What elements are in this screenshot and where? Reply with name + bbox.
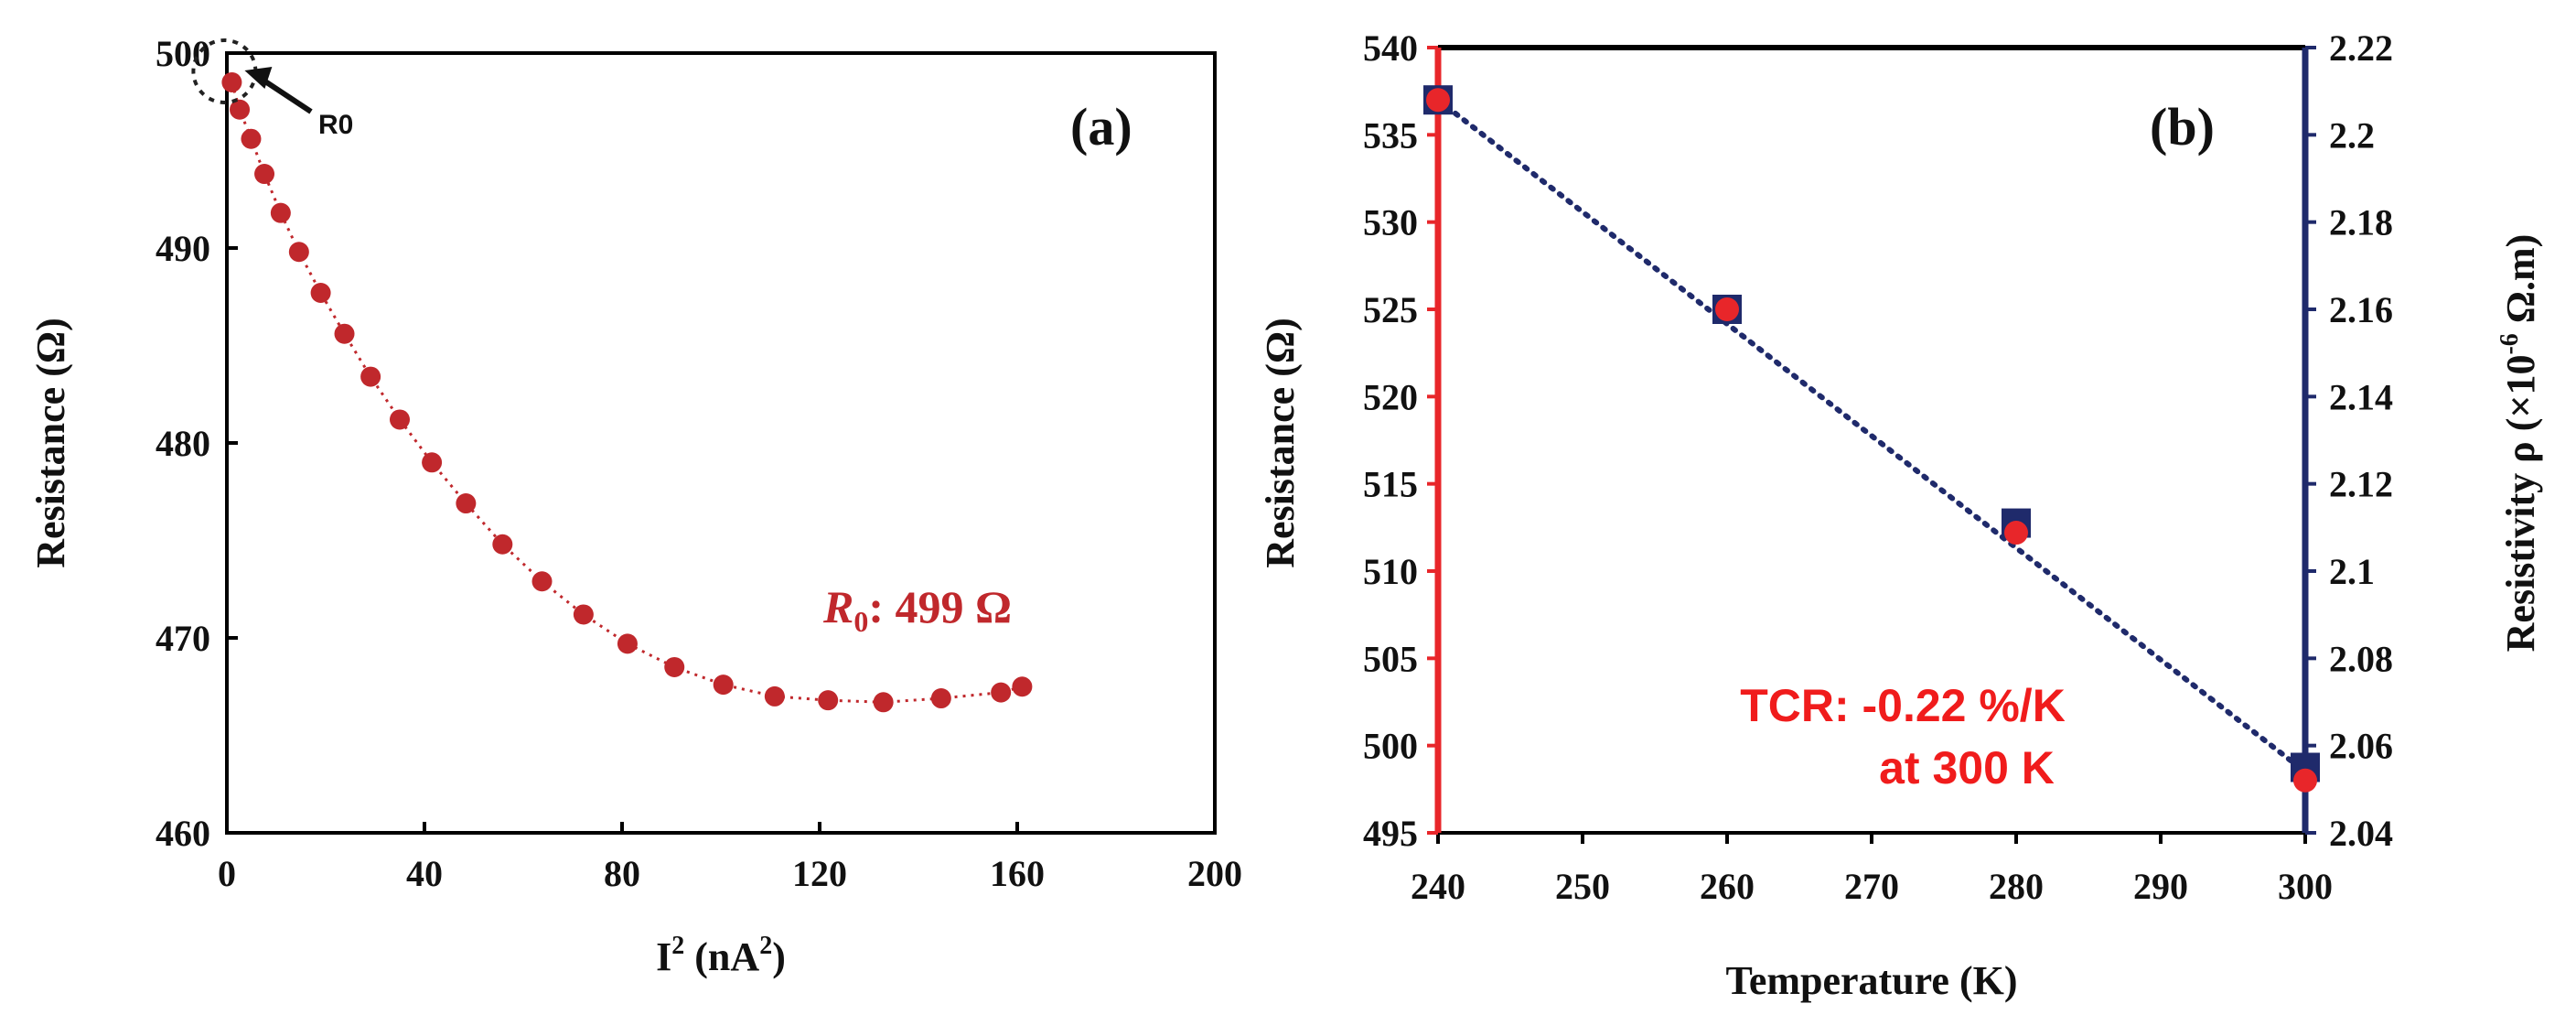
ylabel-right-sup: -6 xyxy=(2496,333,2524,354)
data-point xyxy=(617,633,638,654)
trendline xyxy=(1435,97,2308,775)
panel-b-label: (b) xyxy=(2150,97,2215,156)
x-tick-label: 250 xyxy=(1555,866,1610,907)
data-point xyxy=(254,164,275,185)
y-right-tick-label: 2.1 xyxy=(2329,551,2375,592)
x-tick-label: 240 xyxy=(1411,866,1465,907)
y-left-tick-label: 535 xyxy=(1363,114,1418,156)
panel-a-ticks: 0 40 80 120 160 200 460 470 480 490 500 xyxy=(156,33,1242,894)
y-left-tick-label: 530 xyxy=(1363,202,1418,243)
x-tick-label: 40 xyxy=(406,853,443,894)
x-tick-label: 290 xyxy=(2133,866,2188,907)
data-point xyxy=(270,202,291,223)
panel-b-ticks: 240 250 260 270 280 290 300 495 500 505 510 515 520 5… xyxy=(1363,27,2393,907)
data-point xyxy=(221,71,242,92)
y-left-tick-label: 495 xyxy=(1363,813,1418,854)
r0-marker-label: R0 xyxy=(318,110,353,140)
r0-symbol: R xyxy=(822,581,853,632)
y-right-tick-label: 2.08 xyxy=(2329,638,2393,679)
y-right-tick-label: 2.12 xyxy=(2329,464,2393,505)
y-left-tick-label: 515 xyxy=(1363,464,1418,505)
resistance-point xyxy=(2293,768,2317,793)
r0-value: : 499 Ω xyxy=(868,581,1012,632)
x-tick-label: 120 xyxy=(792,853,847,894)
y-right-tick-label: 2.16 xyxy=(2329,289,2393,330)
data-point xyxy=(492,534,513,555)
data-point xyxy=(531,571,553,592)
y-right-tick-label: 2.2 xyxy=(2329,114,2375,156)
data-point xyxy=(334,323,355,344)
y-right-tick-label: 2.22 xyxy=(2329,27,2393,69)
data-point xyxy=(873,692,894,713)
ylabel-right-end: Ω.m) xyxy=(2498,234,2543,334)
panel-b-xlabel: Temperature (K) xyxy=(1726,958,2018,1003)
x-tick-label: 300 xyxy=(2278,866,2333,907)
x-tick-label: 80 xyxy=(604,853,640,894)
resistance-points xyxy=(1426,88,2317,793)
data-point xyxy=(360,366,381,387)
y-left-tick-label: 510 xyxy=(1363,551,1418,592)
y-tick-label: 470 xyxy=(156,618,210,659)
panel-a-points xyxy=(221,71,1033,713)
x-tick-label: 160 xyxy=(990,853,1045,894)
x-tick-label: 270 xyxy=(1844,866,1899,907)
y-right-tick-label: 2.04 xyxy=(2329,813,2393,854)
resistance-point xyxy=(2004,521,2028,545)
data-point xyxy=(664,656,685,677)
panel-b: 240 250 260 270 280 290 300 495 500 505 510 515 520 5… xyxy=(1258,27,2543,1003)
xlabel-a-sup: 2 xyxy=(671,932,684,960)
xlabel-a-sup2: 2 xyxy=(759,932,772,960)
y-right-tick-label: 2.18 xyxy=(2329,202,2393,243)
r0-sub: 0 xyxy=(853,605,868,638)
xlabel-a-end: ) xyxy=(772,934,786,979)
resistance-point xyxy=(1715,297,1739,321)
data-point xyxy=(390,409,410,430)
tcr-line2: at 300 K xyxy=(1879,742,2055,793)
y-tick-label: 490 xyxy=(156,228,210,269)
x-tick-label: 260 xyxy=(1700,866,1755,907)
data-point xyxy=(930,688,951,709)
panel-a-ylabel: Resistance (Ω) xyxy=(28,318,73,568)
panel-a-xlabel: I2 (nA2) xyxy=(656,932,786,979)
resistance-point xyxy=(1426,88,1450,113)
xlabel-a-mid: (nA xyxy=(684,934,759,979)
data-point xyxy=(230,99,251,120)
y-left-tick-label: 505 xyxy=(1363,638,1418,679)
ylabel-right-base: Resistivity ρ (×10 xyxy=(2498,355,2543,653)
r0-arrow-head xyxy=(244,66,273,89)
y-right-tick-label: 2.14 xyxy=(2329,376,2393,417)
data-point xyxy=(1012,676,1033,697)
data-point xyxy=(573,604,594,625)
y-tick-label: 500 xyxy=(156,33,210,74)
y-left-tick-label: 525 xyxy=(1363,289,1418,330)
data-point xyxy=(241,128,262,149)
tcr-line1: TCR: -0.22 %/K xyxy=(1740,680,2066,731)
data-point xyxy=(713,674,734,696)
panel-b-ylabel-left: Resistance (Ω) xyxy=(1258,318,1303,568)
x-tick-label: 200 xyxy=(1187,853,1242,894)
xlabel-a-base: I xyxy=(656,934,671,979)
panel-a-label: (a) xyxy=(1070,97,1132,156)
y-left-tick-label: 500 xyxy=(1363,726,1418,767)
data-point xyxy=(764,685,785,707)
panel-a-frame xyxy=(225,51,1217,835)
x-tick-label: 280 xyxy=(1989,866,2044,907)
data-point xyxy=(310,282,331,303)
data-point xyxy=(991,682,1012,703)
y-tick-label: 460 xyxy=(156,813,210,854)
data-point xyxy=(422,452,443,473)
x-tick-label: 0 xyxy=(218,853,236,894)
data-point xyxy=(456,493,477,514)
data-point xyxy=(818,690,839,711)
y-tick-label: 480 xyxy=(156,423,210,464)
y-left-tick-label: 540 xyxy=(1363,27,1418,69)
y-right-tick-label: 2.06 xyxy=(2329,726,2393,767)
y-left-tick-label: 520 xyxy=(1363,376,1418,417)
r0-value-annotation: R0: 499 Ω xyxy=(822,581,1012,638)
panel-b-ylabel-right: Resistivity ρ (×10-6 Ω.m) xyxy=(2496,234,2543,653)
data-point xyxy=(288,242,309,263)
